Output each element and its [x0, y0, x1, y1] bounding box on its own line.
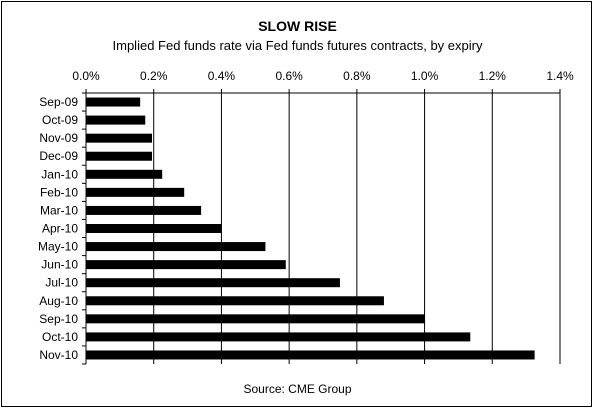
x-tick-label: 0.6% [275, 69, 303, 83]
y-category-label: Feb-10 [40, 185, 78, 199]
x-tick-label: 0.4% [208, 69, 236, 83]
bar [86, 187, 185, 197]
bar [86, 151, 153, 161]
bar [86, 224, 222, 233]
y-category-label: Nov-10 [39, 348, 78, 362]
y-category-label: Sep-09 [39, 95, 78, 109]
chart-subtitle: Implied Fed funds rate via Fed funds fut… [112, 38, 483, 53]
bar [86, 97, 141, 107]
y-category-label: Mar-10 [40, 203, 78, 217]
x-tick-label: 1.0% [411, 69, 439, 83]
bar [86, 115, 146, 125]
chart-title: SLOW RISE [258, 18, 337, 34]
x-tick-label: 0.2% [140, 69, 168, 83]
bar [86, 314, 425, 324]
x-tick-label: 0.8% [343, 69, 371, 83]
bar [86, 260, 286, 270]
x-tick-label: 1.4% [546, 69, 574, 83]
y-category-label: Oct-10 [42, 330, 78, 344]
bar [86, 296, 384, 306]
y-category-label: Jun-10 [41, 258, 78, 272]
bar [86, 133, 153, 143]
bar [86, 278, 340, 288]
y-category-label: Oct-09 [42, 113, 78, 127]
x-tick-label: 0.0% [72, 69, 100, 83]
y-category-label: Sep-10 [39, 312, 78, 326]
chart-source: Source: CME Group [243, 382, 352, 396]
y-category-label: May-10 [38, 240, 78, 254]
y-category-label: Aug-10 [39, 294, 78, 308]
y-category-label: Apr-10 [42, 222, 78, 236]
y-category-label: Jul-10 [45, 276, 78, 290]
x-tick-label: 1.2% [479, 69, 507, 83]
bar [86, 350, 535, 360]
bar [86, 242, 266, 252]
y-category-label: Jan-10 [41, 167, 78, 181]
y-category-label: Nov-09 [39, 131, 78, 145]
y-category-label: Dec-09 [39, 149, 78, 163]
bar [86, 205, 202, 215]
bar [86, 169, 163, 179]
bar [86, 332, 471, 342]
